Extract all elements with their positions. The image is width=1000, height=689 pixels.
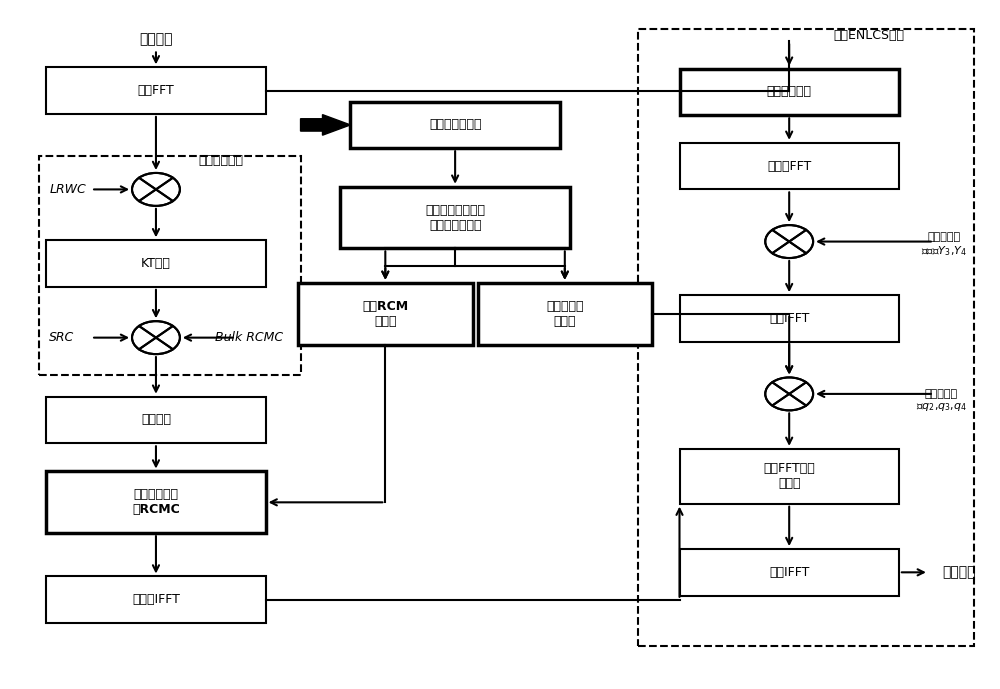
- Text: Bulk RCMC: Bulk RCMC: [215, 331, 283, 344]
- Text: 方位向FFT: 方位向FFT: [767, 160, 811, 172]
- Text: 距离压缩: 距离压缩: [141, 413, 171, 426]
- Bar: [638, 29, 974, 646]
- Text: 方位空变的剩
余RCMC: 方位空变的剩 余RCMC: [132, 489, 180, 516]
- Bar: [46, 68, 266, 114]
- Bar: [39, 156, 301, 376]
- Polygon shape: [301, 114, 350, 135]
- Bar: [680, 69, 899, 115]
- Text: 距离FFT: 距离FFT: [138, 84, 174, 97]
- Text: 方位IFFT: 方位IFFT: [769, 566, 809, 579]
- Text: 多普勒参数
重建模: 多普勒参数 重建模: [546, 300, 584, 328]
- Text: 改进ENLCS均衡: 改进ENLCS均衡: [833, 29, 904, 42]
- Bar: [46, 397, 266, 443]
- Text: 去除中心频率: 去除中心频率: [767, 85, 812, 99]
- Text: 三维等距圆模型: 三维等距圆模型: [429, 119, 481, 132]
- Bar: [46, 240, 266, 287]
- Text: 剩余RCM
重建模: 剩余RCM 重建模: [362, 300, 408, 328]
- Bar: [340, 187, 570, 249]
- Text: 方位FFT，方
位压缩: 方位FFT，方 位压缩: [763, 462, 815, 491]
- Text: SRC: SRC: [49, 331, 75, 344]
- Bar: [350, 101, 560, 148]
- Text: 距离向预处理: 距离向预处理: [198, 154, 243, 167]
- Bar: [478, 282, 652, 344]
- Text: LRWC: LRWC: [49, 183, 86, 196]
- Bar: [46, 577, 266, 623]
- Bar: [298, 282, 473, 344]
- Text: 接收回波: 接收回波: [139, 32, 173, 46]
- Bar: [680, 449, 899, 504]
- Text: 方位IFFT: 方位IFFT: [769, 312, 809, 325]
- Bar: [680, 295, 899, 342]
- Bar: [680, 549, 899, 596]
- Text: 聚焦成像: 聚焦成像: [942, 566, 975, 579]
- Bar: [680, 143, 899, 189]
- Text: 空间斜距、斜视角
的距离空变模型: 空间斜距、斜视角 的距离空变模型: [425, 203, 485, 232]
- Bar: [46, 471, 266, 533]
- Text: 距离向IFFT: 距离向IFFT: [132, 593, 180, 606]
- Text: KT变换: KT变换: [141, 257, 171, 270]
- Text: 时域均衡因
子$q_2$,$q_3$,$q_4$: 时域均衡因 子$q_2$,$q_3$,$q_4$: [916, 389, 967, 413]
- Text: 高次相位补
偿因子$Y_3$,$Y_4$: 高次相位补 偿因子$Y_3$,$Y_4$: [921, 232, 967, 258]
